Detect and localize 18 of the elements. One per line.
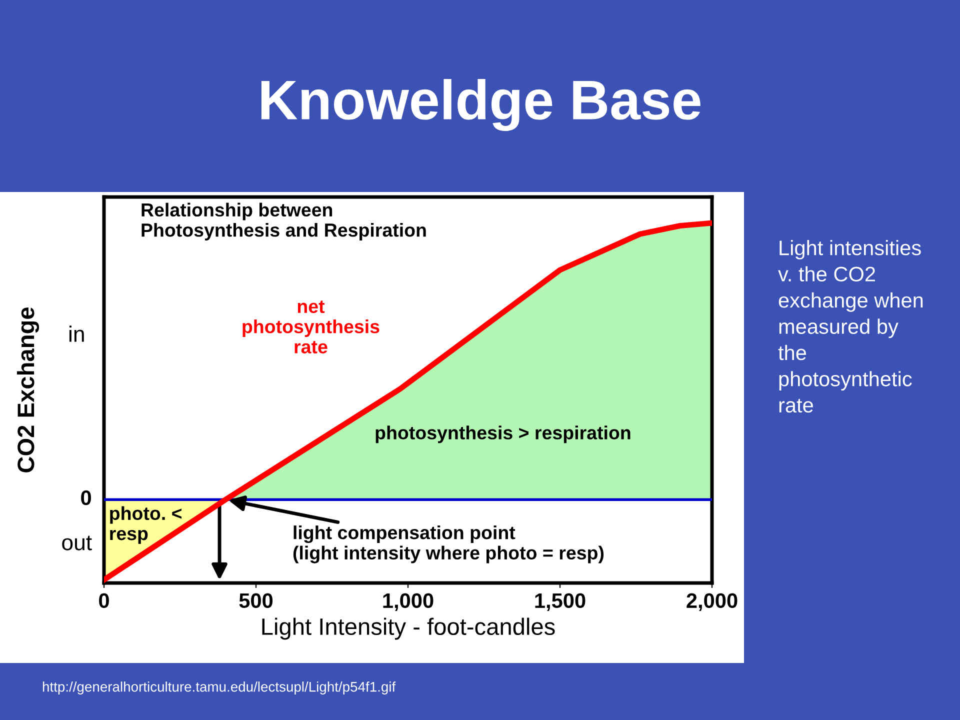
- annotation: light compensation point (light intensity where photo = resp): [293, 525, 604, 564]
- x-tick-label: 0: [99, 593, 109, 608]
- chart-title: Knoweldge Base: [261, 78, 700, 132]
- x-tick-label: 1,500: [535, 593, 586, 612]
- x-tick-label: 500: [239, 593, 273, 608]
- annotation: photosynthesis > respiration: [376, 426, 630, 444]
- chart-subtitle: Relationship between Photosynthesis and Respiration: [142, 202, 426, 240]
- text: out: [62, 536, 92, 550]
- x-tick-label: 2,000: [686, 593, 738, 612]
- text: in: [69, 326, 84, 342]
- annotation: net photosynthesis rate: [242, 300, 380, 354]
- text: http://generalhorticulture.tamu.edu/lectsupl/Light/p54f1.gif: [42, 682, 396, 694]
- text: Light intensities v. the CO2 exchange when measured by the photosynthetic rate: [778, 240, 923, 413]
- y-axis-title: CO2 Exchange: [16, 307, 40, 472]
- x-axis-title: Light Intensity - foot-candles: [262, 618, 555, 640]
- text: 0: [81, 490, 91, 506]
- x-tick-label: 1,000: [383, 593, 434, 612]
- annotation: photo. < resp: [110, 506, 182, 544]
